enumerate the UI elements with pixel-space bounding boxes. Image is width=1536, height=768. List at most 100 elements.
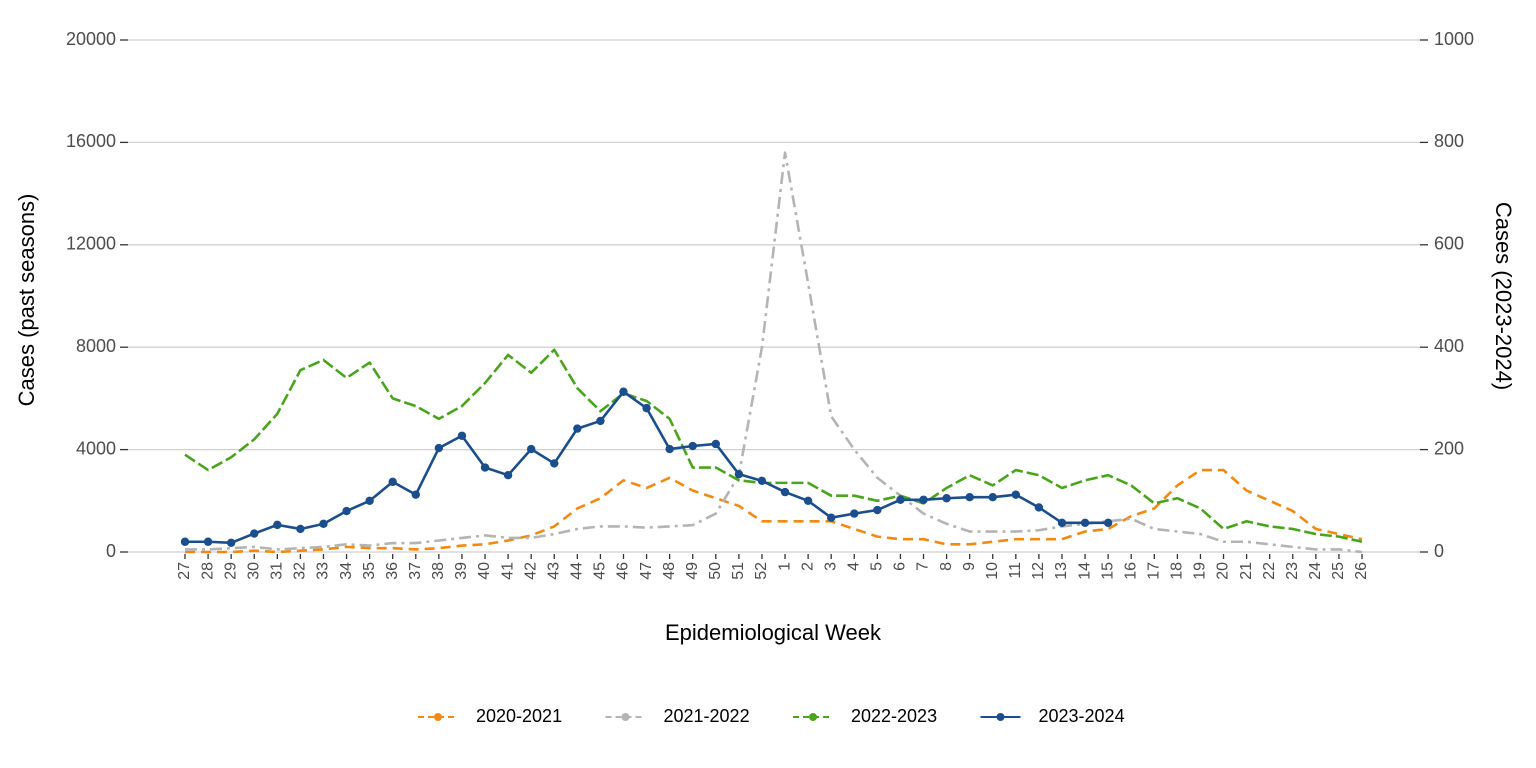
x-tick-label: 45 [592, 562, 609, 580]
x-tick-label: 42 [522, 562, 539, 580]
x-tick-label: 32 [292, 562, 309, 580]
data-point [826, 513, 836, 522]
x-tick-label: 36 [384, 562, 401, 580]
data-point [203, 537, 213, 546]
x-axis-title: Epidemiological Week [665, 620, 882, 645]
series-line [185, 151, 1363, 554]
series-line [185, 468, 1363, 554]
legend-marker [809, 713, 817, 721]
x-tick-label: 26 [1353, 562, 1370, 580]
y2-tick-label: 600 [1434, 234, 1464, 254]
data-point [803, 496, 813, 505]
y-tick-label: 20000 [66, 29, 116, 49]
x-tick-label: 29 [222, 562, 239, 580]
y2-axis-title: Cases (2023-2024) [1491, 202, 1516, 390]
y-tick-label: 8000 [76, 336, 116, 356]
x-tick-label: 41 [499, 562, 516, 580]
data-point [180, 537, 190, 546]
x-tick-label: 16 [1122, 562, 1139, 580]
x-tick-label: 23 [1284, 562, 1301, 580]
data-point [342, 506, 351, 516]
x-tick-label: 14 [1076, 562, 1093, 580]
x-tick-label: 19 [1192, 562, 1209, 580]
data-point [1034, 503, 1044, 512]
y-tick-label: 12000 [66, 234, 116, 254]
y-tick-label: 0 [106, 541, 116, 561]
x-tick-label: 1 [776, 562, 793, 571]
data-point [434, 443, 444, 453]
x-tick-label: 2 [799, 562, 816, 571]
x-tick-label: 48 [661, 562, 678, 580]
x-tick-label: 51 [730, 562, 747, 580]
x-tick-label: 24 [1307, 562, 1324, 580]
x-tick-label: 20 [1215, 562, 1232, 580]
data-point [411, 490, 420, 499]
data-point [873, 505, 882, 515]
data-point [365, 496, 374, 505]
data-point [226, 538, 236, 547]
data-point [942, 494, 951, 503]
data-point [503, 471, 513, 480]
y-tick-label: 16000 [66, 131, 116, 151]
x-tick-label: 3 [822, 562, 839, 571]
x-tick-label: 30 [245, 562, 262, 580]
data-point [1057, 518, 1067, 528]
x-tick-label: 9 [961, 562, 978, 571]
data-point [850, 509, 859, 518]
x-tick-label: 40 [476, 562, 493, 580]
x-tick-label: 8 [938, 562, 955, 571]
x-tick-label: 17 [1146, 562, 1163, 580]
data-point [642, 403, 651, 413]
x-tick-label: 49 [684, 562, 701, 580]
data-point [711, 439, 721, 449]
data-point [757, 476, 767, 486]
x-tick-label: 11 [1007, 562, 1024, 579]
x-tick-label: 50 [707, 562, 724, 580]
legend-label: 2020-2021 [476, 706, 562, 726]
legend-label: 2022-2023 [851, 706, 937, 726]
data-point [550, 459, 559, 468]
x-tick-label: 21 [1238, 562, 1255, 580]
data-point [457, 431, 467, 440]
data-point [965, 493, 974, 502]
data-point [1011, 490, 1021, 499]
legend-label: 2021-2022 [664, 706, 750, 726]
x-tick-label: 15 [1099, 562, 1116, 580]
data-point [319, 519, 328, 529]
x-tick-label: 4 [845, 562, 862, 571]
data-point [688, 441, 697, 451]
y-tick-label: 4000 [76, 438, 116, 458]
data-point [526, 444, 536, 454]
x-tick-label: 12 [1030, 562, 1047, 580]
x-tick-label: 44 [569, 562, 586, 580]
x-tick-label: 31 [269, 562, 286, 580]
x-tick-label: 7 [915, 562, 932, 571]
data-point [665, 444, 674, 454]
x-tick-label: 33 [315, 562, 332, 580]
y2-tick-label: 800 [1434, 131, 1464, 151]
x-tick-label: 27 [176, 562, 193, 580]
data-point [573, 424, 582, 433]
data-point [596, 416, 605, 426]
x-tick-label: 13 [1053, 562, 1070, 580]
x-tick-label: 38 [430, 562, 447, 580]
x-tick-label: 39 [453, 562, 470, 580]
data-point [480, 463, 490, 472]
x-tick-label: 25 [1330, 562, 1347, 580]
data-point [273, 520, 282, 530]
y2-tick-label: 1000 [1434, 29, 1474, 49]
legend-label: 2023-2024 [1039, 706, 1125, 726]
x-tick-label: 35 [361, 562, 378, 580]
x-tick-label: 46 [615, 562, 632, 580]
x-tick-label: 18 [1169, 562, 1186, 580]
y2-tick-label: 200 [1434, 438, 1464, 458]
data-point [250, 529, 259, 538]
y2-tick-label: 400 [1434, 336, 1464, 356]
data-point [1080, 518, 1090, 528]
data-point [896, 495, 905, 504]
series-line [184, 348, 1363, 544]
data-point [619, 387, 628, 396]
legend-marker [621, 713, 630, 721]
legend-marker [434, 713, 442, 721]
